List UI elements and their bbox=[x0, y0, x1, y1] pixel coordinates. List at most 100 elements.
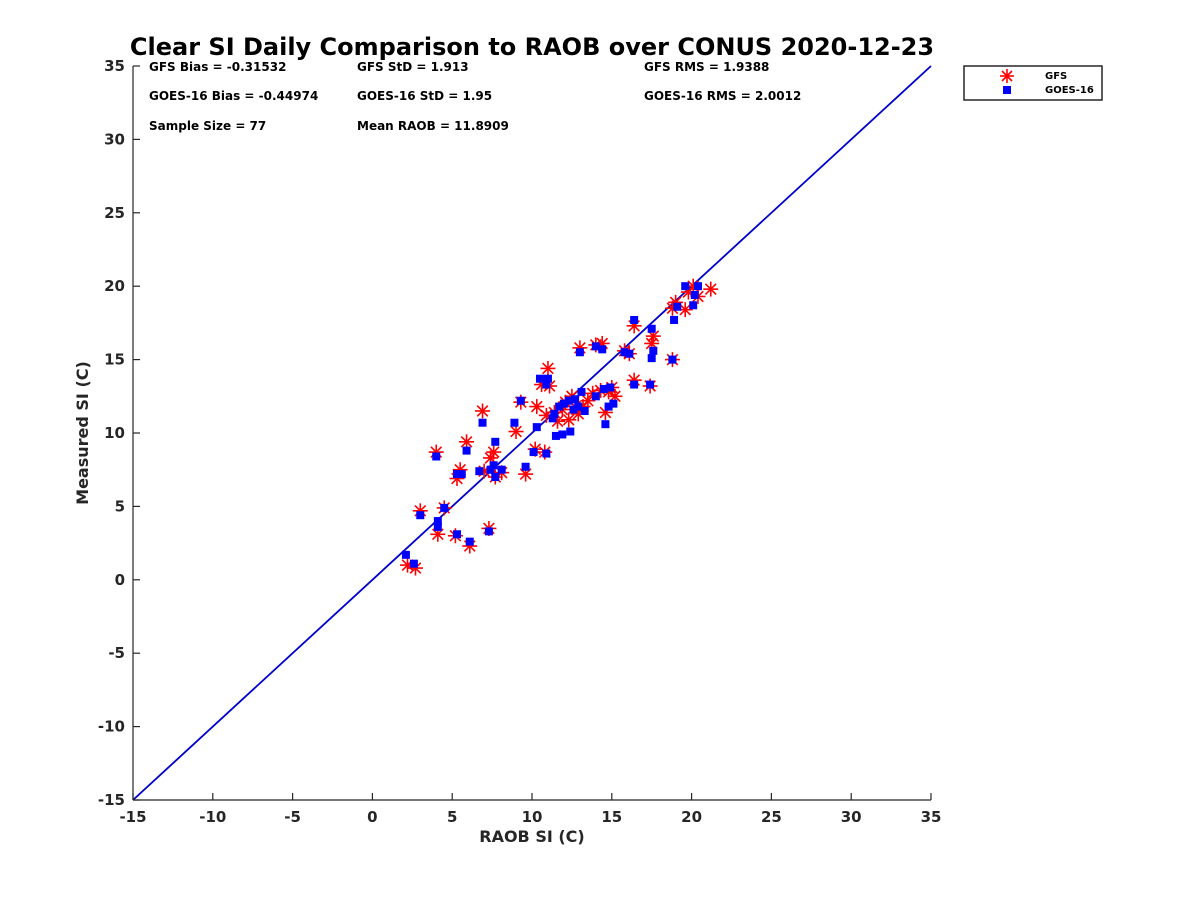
x-tick-label: 0 bbox=[367, 808, 377, 826]
goes-16-point bbox=[491, 473, 500, 482]
goes-16-point bbox=[599, 384, 608, 393]
goes-16-point bbox=[555, 402, 564, 411]
gfs-point bbox=[703, 281, 719, 297]
goes-16-point bbox=[440, 503, 449, 512]
goes-16-point bbox=[575, 348, 584, 357]
y-tick-label: 35 bbox=[104, 57, 125, 75]
goes-16-point bbox=[548, 414, 557, 423]
goes-16-point bbox=[693, 282, 702, 291]
goes-16-point bbox=[646, 380, 655, 389]
x-tick-label: 25 bbox=[761, 808, 782, 826]
goes-16-point bbox=[542, 380, 551, 389]
y-tick-label: -5 bbox=[108, 644, 125, 662]
goes-16-point bbox=[574, 402, 583, 411]
goes-16-point bbox=[630, 315, 639, 324]
goes-16-point bbox=[604, 402, 613, 411]
y-tick-label: 0 bbox=[115, 571, 125, 589]
x-tick-label: 35 bbox=[921, 808, 942, 826]
goes-16-point bbox=[689, 301, 698, 310]
stats-annotations: GFS Bias = -0.31532 GFS StD = 1.913 GFS … bbox=[149, 60, 801, 133]
goes-16-point bbox=[486, 465, 495, 474]
goes-16-point bbox=[690, 291, 699, 300]
y-tick-label: 15 bbox=[104, 351, 125, 369]
stat-mean-raob: Mean RAOB = 11.8909 bbox=[357, 119, 509, 133]
x-tick-label: -5 bbox=[284, 808, 301, 826]
goes-16-point bbox=[550, 409, 559, 418]
legend-gfs-marker bbox=[1000, 69, 1014, 83]
x-tick-label: 20 bbox=[681, 808, 702, 826]
goes-16-point bbox=[510, 418, 519, 427]
goes-16-point bbox=[609, 399, 618, 408]
x-tick-label: 30 bbox=[841, 808, 862, 826]
goes-16-point bbox=[598, 345, 607, 354]
legend-box bbox=[963, 65, 1103, 101]
gfs-point bbox=[677, 302, 693, 318]
goes-16-point bbox=[484, 527, 493, 536]
goes-16-point bbox=[647, 324, 656, 333]
goes-16-point bbox=[532, 423, 541, 432]
goes-16-point bbox=[577, 387, 586, 396]
goes-16-point bbox=[668, 355, 677, 364]
goes-16-point bbox=[591, 342, 600, 351]
legend-goes-label: GOES-16 bbox=[1045, 85, 1094, 96]
gfs-point bbox=[486, 444, 502, 460]
stat-gfs-std: GFS StD = 1.913 bbox=[357, 60, 469, 74]
stat-sample-size: Sample Size = 77 bbox=[149, 119, 266, 133]
identity-line bbox=[132, 65, 932, 801]
y-tick-label: 20 bbox=[104, 277, 125, 295]
y-tick-label: 25 bbox=[104, 204, 125, 222]
y-tick-label: -15 bbox=[98, 791, 125, 809]
goes-16-point bbox=[564, 396, 573, 405]
goes-16-point bbox=[432, 452, 441, 461]
goes-16-point bbox=[497, 465, 506, 474]
series-goes-16 bbox=[401, 282, 702, 568]
goes-16-point bbox=[542, 449, 551, 458]
identity-line-layer bbox=[132, 65, 932, 801]
gfs-point bbox=[580, 393, 596, 409]
goes-16-point bbox=[457, 470, 466, 479]
gfs-point bbox=[668, 294, 684, 310]
goes-16-point bbox=[606, 383, 615, 392]
goes-16-point bbox=[569, 405, 578, 414]
goes-16-point bbox=[535, 374, 544, 383]
chart-title: Clear SI Daily Comparison to RAOB over C… bbox=[130, 33, 934, 61]
gfs-point bbox=[529, 399, 545, 415]
goes-16-point bbox=[558, 430, 567, 439]
goes-16-point bbox=[452, 470, 461, 479]
goes-16-point bbox=[571, 395, 580, 404]
goes-16-point bbox=[475, 467, 484, 476]
goes-16-point bbox=[559, 399, 568, 408]
x-tick-label: 15 bbox=[601, 808, 622, 826]
y-tick-label: 5 bbox=[115, 497, 125, 515]
goes-16-point bbox=[529, 448, 538, 457]
goes-16-point bbox=[543, 374, 552, 383]
goes-16-point bbox=[601, 420, 610, 429]
goes-16-point bbox=[521, 462, 530, 471]
goes-16-point bbox=[580, 406, 589, 415]
legend-gfs-label: GFS bbox=[1045, 71, 1067, 82]
goes-16-point bbox=[401, 550, 410, 559]
legend-goes-marker bbox=[1003, 86, 1011, 94]
goes-16-point bbox=[681, 282, 690, 291]
goes-16-point bbox=[620, 348, 629, 357]
goes-16-point bbox=[433, 522, 442, 531]
legend: GFS GOES-16 bbox=[963, 65, 1103, 101]
goes-16-point bbox=[433, 517, 442, 526]
goes-16-point bbox=[647, 354, 656, 363]
y-ticks-layer: -15 -10 -5 0 5 10 15 20 25 30 35 bbox=[98, 57, 140, 809]
goes-16-point bbox=[625, 349, 634, 358]
goes-16-point bbox=[409, 559, 418, 568]
y-tick-label: 10 bbox=[104, 424, 125, 442]
y-axis-title: Measured SI (C) bbox=[73, 361, 92, 505]
stat-goes-std: GOES-16 StD = 1.95 bbox=[357, 89, 492, 103]
goes-16-point bbox=[551, 431, 560, 440]
goes-16-point bbox=[489, 461, 498, 470]
goes-16-point bbox=[566, 427, 575, 436]
x-axis-title: RAOB SI (C) bbox=[479, 827, 584, 846]
x-tick-label: 5 bbox=[447, 808, 457, 826]
goes-16-point bbox=[670, 315, 679, 324]
goes-16-point bbox=[630, 380, 639, 389]
data-points-layer bbox=[400, 278, 719, 576]
